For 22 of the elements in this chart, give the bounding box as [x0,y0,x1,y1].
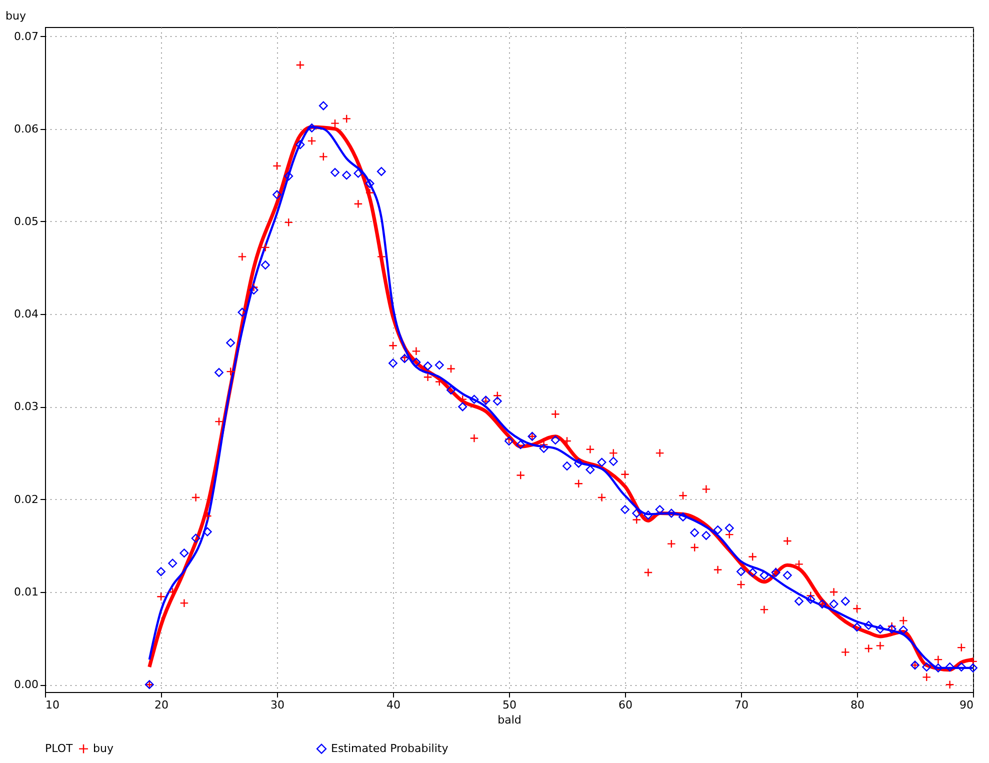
y-tick-label: 0.06 [14,122,38,136]
legend-label: Estimated Probability [331,742,449,755]
legend-label: buy [93,742,114,755]
legend-title: PLOT [45,742,74,755]
y-axis-title: buy [6,10,26,22]
y-tick-label: 0.02 [14,492,38,506]
y-tick-label: 0.03 [14,400,38,414]
y-tick-label: 0.07 [14,30,38,43]
x-tick-label: 20 [154,698,168,712]
y-tick-label: 0.01 [14,585,38,598]
y-tick-label: 0.05 [14,215,38,228]
x-tick-label: 50 [502,698,516,712]
y-tick-label: 0.04 [14,308,38,321]
x-tick-label: 30 [270,698,284,712]
x-tick-label: 60 [618,698,632,712]
x-tick-label: 40 [386,698,400,712]
x-tick-label: 10 [46,698,60,712]
x-tick-label: 70 [734,698,748,712]
x-axis-title: bald [498,714,522,726]
y-tick-label: 0.00 [14,678,38,692]
x-tick-label: 80 [850,698,864,712]
x-tick-label: 90 [960,698,974,712]
